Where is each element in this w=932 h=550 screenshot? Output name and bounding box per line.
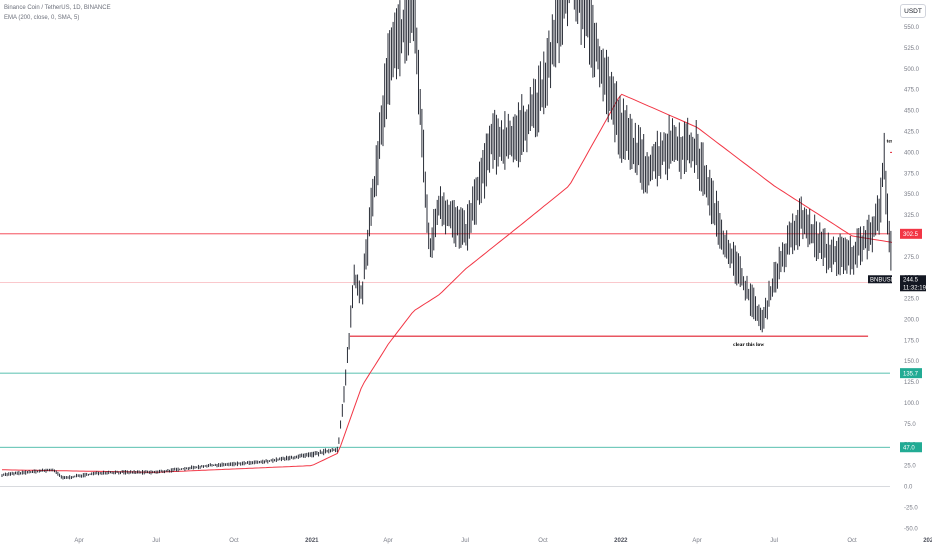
drawings-layer: testingtrapSSclear this lowhippos weekly…: [349, 138, 932, 348]
x-tick-label: Oct: [847, 538, 857, 544]
y-tick-label: -25.0: [904, 505, 918, 511]
y-tick-label: 175.0: [904, 338, 920, 344]
y-tick-label: 75.0: [904, 422, 916, 428]
price-level-tag-bg: [900, 228, 922, 239]
x-tick-label: Apr: [692, 538, 701, 544]
x-tick-label: Apr: [74, 538, 83, 544]
level-lines-layer: [0, 233, 890, 487]
symbol-title: Binance Coin / TetherUS, 1D, BINANCE: [4, 5, 111, 11]
y-tick-label: 350.0: [904, 192, 920, 198]
symbol-label: BNBUSDT: [870, 277, 899, 283]
chart-annotation: clear this low: [733, 342, 764, 348]
x-tick-label: Oct: [229, 538, 239, 544]
countdown-label: 11:32:19: [903, 285, 927, 291]
y-tick-label: 200.0: [904, 317, 920, 323]
currency-button[interactable]: USDT: [900, 4, 926, 18]
ema-line: [2, 93, 932, 473]
y-tick-label: 275.0: [904, 255, 920, 261]
last-price-tag: BNBUSDT 244.5 11:32:19: [868, 275, 927, 292]
y-tick-label: 550.0: [904, 25, 920, 31]
y-tick-label: 25.0: [904, 464, 916, 470]
price-level-tag: 47.0: [903, 445, 915, 451]
y-tick-label: -50.0: [904, 526, 918, 532]
price-level-tag-bg: [900, 442, 922, 453]
symbol-label-bg: [868, 275, 892, 284]
y-tick-label: 100.0: [904, 401, 920, 407]
y-tick-label: 475.0: [904, 88, 920, 94]
last-price-label: 244.5: [903, 277, 919, 283]
y-tick-label: 500.0: [904, 67, 920, 73]
price-level-tag: 302.5: [903, 232, 919, 238]
ema-layer: [2, 93, 932, 473]
price-layer: [1, 0, 932, 480]
x-tick-label: Jul: [770, 538, 778, 544]
y-tick-label: 450.0: [904, 109, 920, 115]
y-tick-label: 400.0: [904, 150, 920, 156]
price-level-tag: 135.7: [903, 371, 919, 377]
y-tick-label: 375.0: [904, 171, 920, 177]
x-tick-label: 2021: [305, 538, 319, 544]
price-axis-bg: [892, 0, 932, 550]
axes-layer: -50.0-25.00.025.050.075.0100.0125.0150.0…: [74, 0, 932, 550]
x-tick-label: Jul: [461, 538, 469, 544]
y-tick-label: 125.0: [904, 380, 920, 386]
x-tick-label: 2023: [923, 538, 932, 544]
x-tick-label: Jul: [152, 538, 160, 544]
x-tick-label: Apr: [383, 538, 392, 544]
y-tick-label: 425.0: [904, 130, 920, 136]
x-tick-label: 2022: [614, 538, 628, 544]
indicator-legend: EMA (200, close, 0, SMA, 5): [4, 15, 80, 21]
y-tick-label: 325.0: [904, 213, 920, 219]
price-level-tag-bg: [900, 368, 922, 379]
y-tick-label: 0.0: [904, 485, 913, 491]
y-tick-label: 150.0: [904, 359, 920, 365]
x-tick-label: Oct: [538, 538, 548, 544]
y-tick-label: 225.0: [904, 297, 920, 303]
last-price-label-bg: [900, 275, 926, 292]
y-tick-label: 525.0: [904, 46, 920, 52]
